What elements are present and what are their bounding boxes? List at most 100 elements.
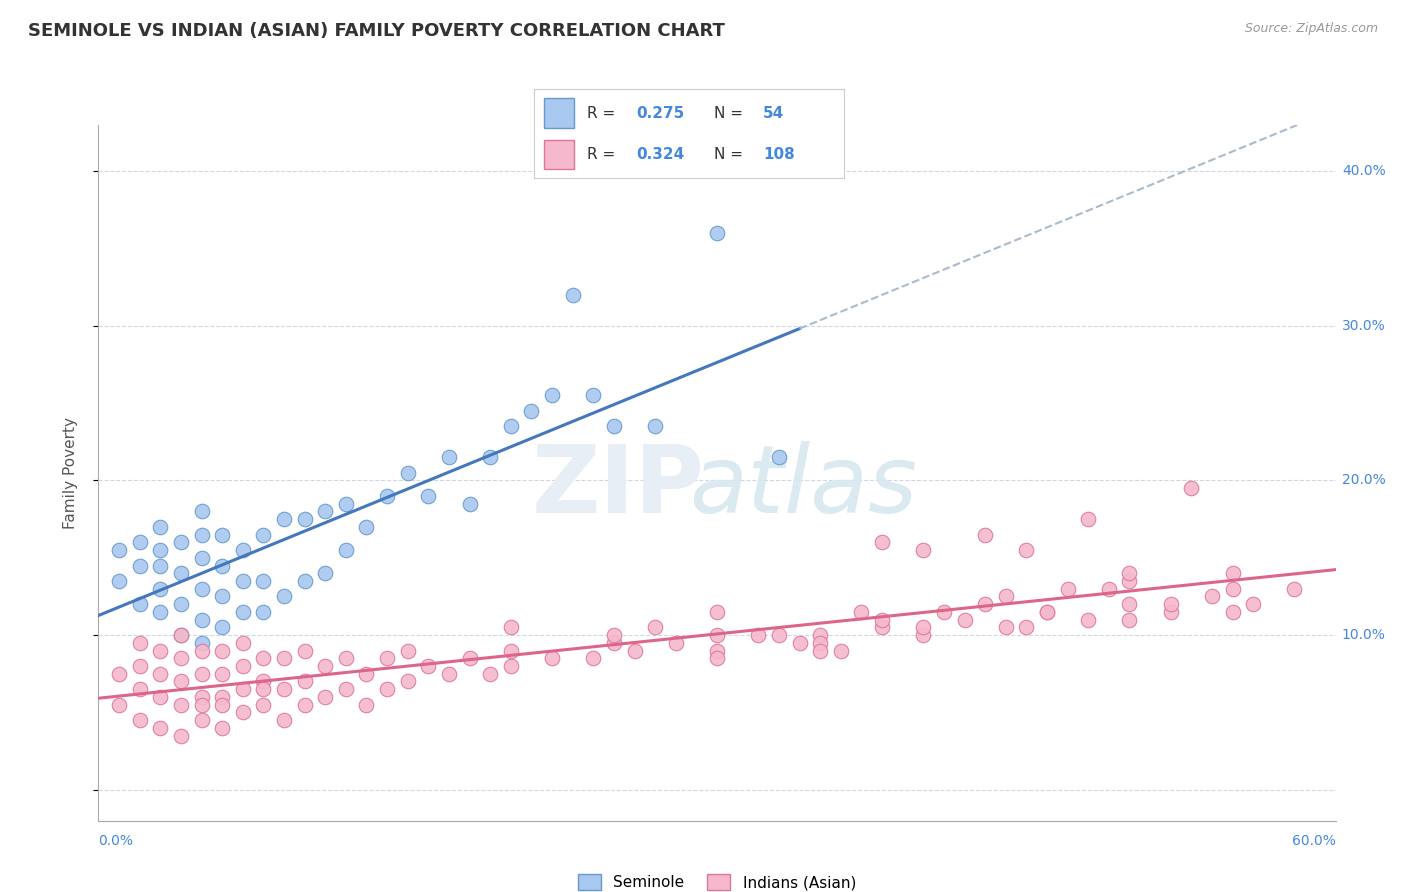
Point [437,666,460,681]
Point [418,659,440,673]
Point [458,651,481,665]
Point [603,419,626,434]
Point [149,721,172,735]
Point [356,666,378,681]
Point [830,643,852,657]
Point [706,605,728,619]
Point [335,543,357,558]
Point [108,574,131,588]
Point [561,288,583,302]
Point [190,698,212,712]
Point [1077,613,1099,627]
Point [294,574,316,588]
Point [190,690,212,704]
Text: 0.0%: 0.0% [98,834,134,848]
Point [128,636,150,650]
Point [644,620,666,634]
Point [294,674,316,689]
Point [808,643,831,657]
Point [808,636,831,650]
Text: R =: R = [586,147,620,161]
Point [273,512,295,526]
Point [149,690,172,704]
Point [190,582,212,596]
Point [314,690,336,704]
Point [294,698,316,712]
Point [273,682,295,697]
Point [932,605,955,619]
Point [1180,481,1202,495]
Point [396,643,419,657]
Point [170,566,193,581]
Point [582,388,605,402]
Text: N =: N = [714,147,748,161]
Point [190,666,212,681]
Point [1160,605,1182,619]
Point [912,620,935,634]
Point [170,535,193,549]
Text: 54: 54 [763,106,785,120]
Point [706,643,728,657]
Point [190,636,212,650]
Point [273,590,295,604]
Point [851,605,873,619]
Point [170,597,193,611]
Point [128,558,150,573]
Point [149,666,172,681]
Point [190,613,212,627]
Point [128,659,150,673]
Point [170,674,193,689]
Point [499,659,522,673]
Point [190,504,212,518]
Point [170,698,193,712]
Point [211,590,233,604]
FancyBboxPatch shape [544,98,575,128]
Text: R =: R = [586,106,620,120]
Point [768,628,790,642]
Point [108,698,131,712]
Point [190,643,212,657]
Point [520,404,543,418]
Point [1118,574,1140,588]
Point [706,628,728,642]
Point [458,497,481,511]
Point [953,613,976,627]
Point [789,636,811,650]
Point [912,628,935,642]
Point [375,682,398,697]
Point [273,651,295,665]
Text: 20.0%: 20.0% [1341,474,1386,488]
Point [252,605,274,619]
Point [1098,582,1121,596]
Point [232,659,254,673]
Point [149,582,172,596]
Text: 0.275: 0.275 [637,106,685,120]
Point [603,636,626,650]
Point [190,527,212,541]
Point [252,651,274,665]
Point [1015,620,1038,634]
Point [808,628,831,642]
Point [1241,597,1264,611]
Point [211,721,233,735]
Point [1222,605,1244,619]
Point [706,651,728,665]
Point [1222,566,1244,581]
Point [211,690,233,704]
Point [252,682,274,697]
Point [314,504,336,518]
Point [335,497,357,511]
Point [252,527,274,541]
Point [479,450,502,465]
Point [396,466,419,480]
Point [232,636,254,650]
Point [170,651,193,665]
Text: 30.0%: 30.0% [1341,318,1386,333]
Text: N =: N = [714,106,748,120]
Point [499,419,522,434]
Point [375,489,398,503]
Point [190,550,212,565]
Point [149,605,172,619]
Point [1284,582,1306,596]
Point [149,643,172,657]
